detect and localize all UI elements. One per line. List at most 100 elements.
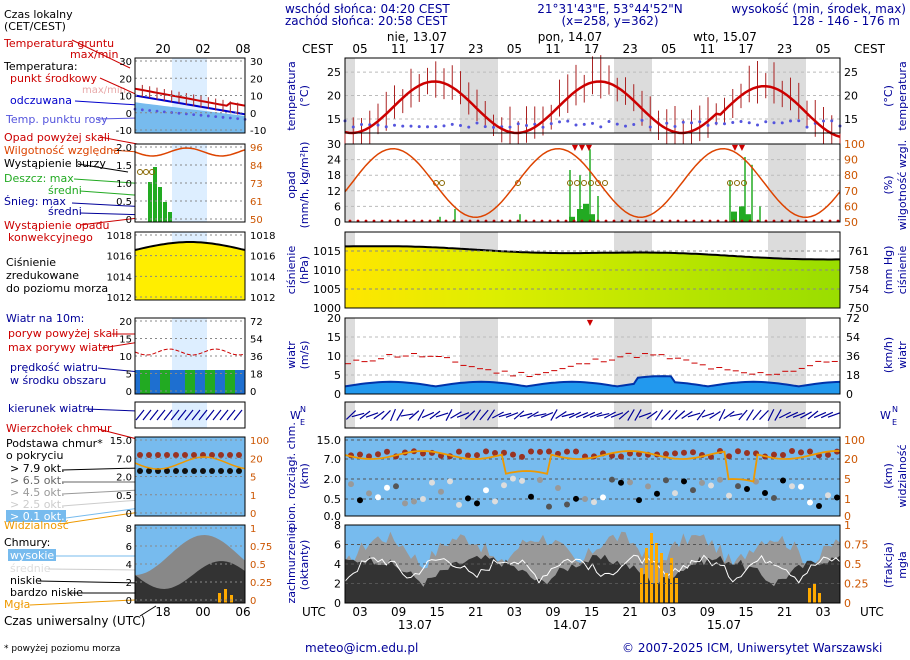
wind-direction-arrow: [661, 410, 671, 420]
rain-mean-bar: [739, 206, 745, 222]
wind-runit: (km/h): [882, 337, 895, 373]
y-tick-label-right: 72: [846, 312, 860, 325]
cloud-top-dot: [780, 451, 786, 458]
footnote: * powyżej poziomu morza: [4, 644, 120, 654]
cloud-base-dot: [438, 488, 444, 495]
cloud-base-dot: [798, 483, 804, 490]
cloud-top-dot: [681, 449, 687, 456]
y-tick-label-right: 20: [844, 453, 858, 466]
rain-mean-bar: [731, 211, 737, 222]
dew-point-dot: [558, 120, 561, 124]
mini-y-tick-right: 5: [250, 473, 256, 484]
y-tick-label: 6: [334, 539, 341, 552]
wind-direction-arrow: [785, 411, 799, 419]
pres-yunit: (hPa): [298, 256, 311, 284]
y-tick-label-right: 100: [844, 138, 865, 151]
mini-wind-direction-arrow: [198, 409, 208, 421]
cloud-base-dot: [447, 478, 453, 485]
mini-y-tick-right: 0.25: [250, 578, 272, 589]
bottom-hour-tick: 21: [623, 605, 638, 619]
mini-wind-direction-arrow: [156, 409, 166, 421]
mini-cloud-base-dot: [182, 468, 188, 474]
cloud-top-dot: [744, 450, 750, 457]
wind-direction-arrow: [408, 410, 420, 420]
cloud-top-dot: [807, 448, 813, 455]
y-tick-label-right: 754: [848, 283, 869, 296]
night-band: [460, 402, 498, 428]
mini-cloud-top-dot: [191, 452, 197, 458]
mini-y-tick: 0: [126, 509, 132, 520]
cloud-base-dot: [825, 492, 831, 499]
fog-bar: [645, 548, 648, 603]
legend-c-high: wysokie: [10, 549, 54, 562]
mini-cloud-base-dot: [164, 468, 170, 474]
pressure-line: [345, 245, 840, 261]
wind-direction-arrow: [767, 408, 775, 422]
mini-panel-wind: 20 72 15 54 10 36 5 18 0 0: [119, 317, 262, 398]
cloud-top-dot: [366, 453, 372, 460]
cloud-top-dot: [789, 448, 795, 455]
legend-wind-speed: prędkość wiatru: [10, 361, 98, 374]
legend-wind: Wiatr na 10m:: [6, 312, 84, 325]
y-tick-label-right: 20: [844, 90, 858, 103]
cloud-top-dot: [825, 451, 831, 458]
wind-direction-arrow: [533, 413, 547, 417]
cloud-base-dot: [411, 498, 417, 505]
panel-frame: [344, 524, 841, 604]
mini-y-tick: 1012: [107, 293, 132, 304]
mini-wind-direction-arrow: [149, 409, 159, 421]
mini-wind-direction-arrow: [219, 409, 229, 421]
dew-point-dot: [797, 119, 801, 123]
night-band: [768, 318, 806, 394]
legend-okt3: > 4.5 okt.: [10, 486, 65, 499]
wind-direction-arrow: [540, 411, 554, 419]
cloud-base-dot: [654, 490, 660, 497]
dew-point-dot: [822, 119, 825, 123]
dew-point-dot: [393, 123, 396, 127]
mini-dew-dot: [214, 115, 218, 119]
bottom-hour-tick: 03: [352, 605, 367, 619]
y-tick-label-right: 761: [848, 245, 869, 258]
dew-point-dot: [401, 124, 405, 128]
mini-y-tick: 5: [126, 370, 132, 381]
cloud-base-dot: [789, 483, 795, 490]
y-tick-label: 1005: [313, 283, 341, 296]
cloud-top-dot: [726, 453, 732, 460]
grid-text: (x=258, y=362): [561, 14, 658, 28]
footer-email[interactable]: meteo@icm.edu.pl: [305, 641, 418, 655]
fog-bar: [670, 558, 673, 603]
dew-point-dot: [525, 124, 528, 128]
temp-ylabel: temperatura: [285, 61, 298, 130]
wind-direction-arrow: [800, 411, 812, 419]
wind-direction-arrow: [681, 410, 693, 420]
precip-above-scale-marker: ▼: [572, 143, 579, 152]
fog-bar: [665, 573, 668, 603]
y-tick-label-right: 100: [844, 434, 865, 447]
elevation-values: 128 - 146 - 176 m: [792, 14, 900, 28]
mini-fog-bar: [224, 589, 227, 603]
mini-y-tick-right: 20: [250, 454, 263, 465]
dew-point-dot: [467, 125, 471, 129]
fog-bar: [675, 578, 678, 603]
legend-snow-max: Śnieg: max: [4, 195, 66, 208]
wind-direction-arrow: [589, 412, 603, 418]
legend-snow-mean: średni: [48, 205, 82, 218]
wind-direction-arrow: [718, 408, 726, 422]
mini-y-tick: 0: [126, 596, 132, 607]
legend-precip-occ: Wystąpienie opadu: [4, 219, 109, 232]
dew-point-dot: [574, 123, 578, 127]
cloud-base-dot: [492, 498, 498, 505]
mini-y-tick-right: 1016: [250, 252, 275, 263]
dew-point-dot: [459, 123, 462, 127]
cov-yunit: (oktanty): [298, 540, 311, 591]
cloud-top-dot: [483, 448, 489, 455]
cloud-base-dot: [375, 494, 381, 501]
wind-direction-arrow: [445, 409, 453, 421]
wind-direction-arrow: [729, 413, 743, 417]
cloud-base-dot: [690, 487, 696, 494]
y-tick-label: 24: [327, 154, 341, 167]
mini-y-tick: 30: [119, 57, 132, 68]
mini-dew-dot: [140, 108, 144, 112]
dew-point-dot: [599, 125, 603, 129]
wind-direction-arrow: [618, 410, 630, 420]
